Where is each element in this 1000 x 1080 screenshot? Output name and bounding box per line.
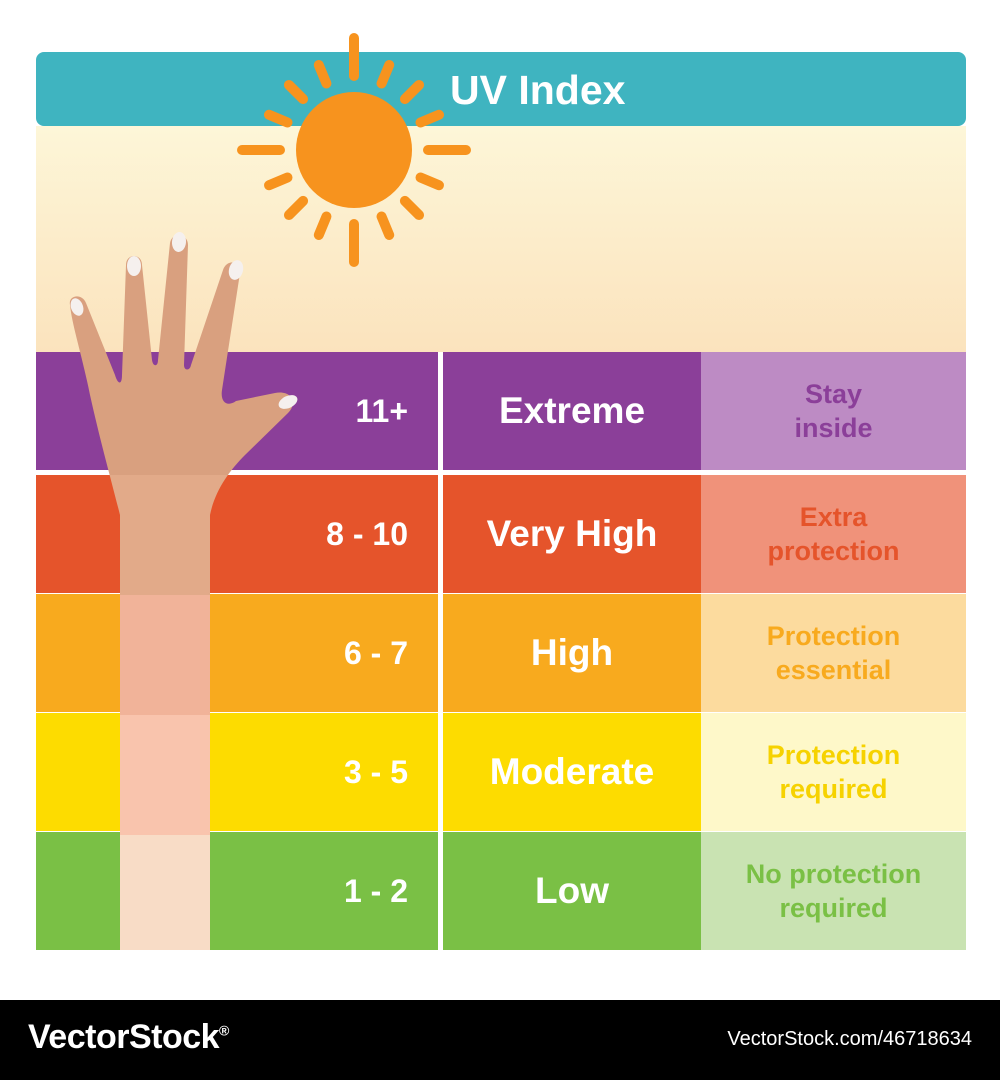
footer: VectorStock® VectorStock.com/46718634	[0, 1000, 1000, 1080]
sun-ray	[399, 79, 425, 105]
advice-cell: Protection essential	[701, 594, 966, 712]
sun-ray	[283, 195, 309, 221]
level-cell: High	[443, 594, 701, 712]
advice-cell: No protection required	[701, 832, 966, 950]
sun-ray	[283, 79, 309, 105]
title-bar	[36, 52, 966, 126]
sun-icon	[237, 33, 471, 267]
level-cell: Extreme	[443, 352, 701, 470]
advice-cell: Protection required	[701, 713, 966, 831]
brand-name: VectorStock	[28, 1018, 220, 1056]
level-label: Very High	[486, 513, 658, 554]
sun-ray	[264, 109, 293, 128]
advice-label: Protection required	[711, 738, 956, 806]
range-label: 11+	[355, 392, 408, 429]
range-label: 3 - 5	[343, 753, 408, 790]
footer-brand: VectorStock®	[28, 1018, 229, 1057]
uv-row-extreme: 11+ Extreme Stay inside	[36, 352, 966, 470]
range-label: 8 - 10	[326, 515, 408, 552]
advice-line-2: inside	[794, 413, 873, 443]
sun-ray	[313, 211, 332, 240]
uv-row-very-high: 8 - 10 Very High Extra protection	[36, 475, 966, 593]
level-cell: Moderate	[443, 713, 701, 831]
advice-line-2: essential	[775, 655, 892, 685]
advice-line-1: Stay	[804, 379, 863, 409]
column-divider	[438, 713, 443, 831]
advice-line-2: required	[779, 774, 888, 804]
advice-label: No protection required	[711, 857, 956, 925]
advice-line-1: Extra	[799, 502, 868, 532]
advice-cell: Stay inside	[701, 352, 966, 470]
registered-mark: ®	[219, 1022, 229, 1039]
uv-row-moderate: 3 - 5 Moderate Protection required	[36, 713, 966, 831]
sun-ray	[399, 195, 425, 221]
range-cell: 3 - 5	[36, 713, 438, 831]
advice-label: Protection essential	[711, 619, 956, 687]
advice-line-2: protection	[767, 536, 900, 566]
sky-background	[36, 126, 966, 352]
sun-ray	[376, 60, 395, 89]
level-label: Moderate	[489, 751, 655, 792]
level-label: Extreme	[498, 390, 646, 431]
column-divider	[438, 475, 443, 593]
range-label: 6 - 7	[343, 634, 408, 671]
advice-cell: Extra protection	[701, 475, 966, 593]
advice-label: Stay inside	[711, 377, 956, 445]
sun-ray	[376, 211, 395, 240]
sun-ray	[415, 172, 444, 191]
level-cell: Very High	[443, 475, 701, 593]
level-cell: Low	[443, 832, 701, 950]
range-cell: 1 - 2	[36, 832, 438, 950]
page-title: UV Index	[450, 67, 626, 113]
range-cell: 8 - 10	[36, 475, 438, 593]
advice-label: Extra protection	[711, 500, 956, 568]
advice-line-1: Protection	[766, 621, 901, 651]
column-divider	[438, 832, 443, 950]
advice-line-2: required	[779, 893, 888, 923]
sun-ray	[313, 60, 332, 89]
advice-line-1: No protection	[745, 859, 922, 889]
footer-url: VectorStock.com/46718634	[727, 1028, 972, 1050]
uv-row-high: 6 - 7 High Protection essential	[36, 594, 966, 712]
column-divider	[438, 594, 443, 712]
uv-row-low: 1 - 2 Low No protection required	[36, 832, 966, 950]
level-label: Low	[535, 870, 609, 911]
sun-ray	[415, 109, 444, 128]
advice-line-1: Protection	[766, 740, 901, 770]
level-label: High	[530, 632, 614, 673]
hand-illustration	[69, 232, 298, 950]
range-label: 1 - 2	[343, 872, 408, 909]
column-divider	[438, 352, 443, 470]
range-cell: 6 - 7	[36, 594, 438, 712]
sun-ray	[264, 172, 293, 191]
